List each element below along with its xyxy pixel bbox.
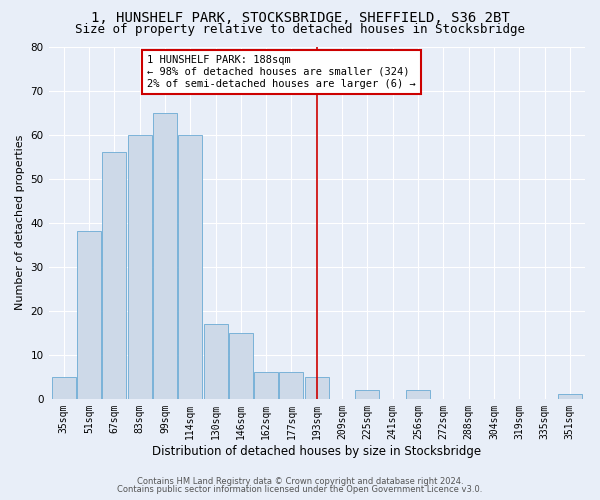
Text: Contains HM Land Registry data © Crown copyright and database right 2024.: Contains HM Land Registry data © Crown c…	[137, 477, 463, 486]
Text: Size of property relative to detached houses in Stocksbridge: Size of property relative to detached ho…	[75, 22, 525, 36]
Bar	[52, 377, 76, 399]
Bar	[229, 333, 253, 399]
Bar	[558, 394, 582, 399]
Bar	[128, 134, 152, 399]
Bar	[203, 324, 227, 399]
Text: 1, HUNSHELF PARK, STOCKSBRIDGE, SHEFFIELD, S36 2BT: 1, HUNSHELF PARK, STOCKSBRIDGE, SHEFFIEL…	[91, 11, 509, 25]
Bar	[254, 372, 278, 399]
Bar	[77, 232, 101, 399]
Bar	[280, 372, 304, 399]
X-axis label: Distribution of detached houses by size in Stocksbridge: Distribution of detached houses by size …	[152, 444, 481, 458]
Bar	[178, 134, 202, 399]
Text: Contains public sector information licensed under the Open Government Licence v3: Contains public sector information licen…	[118, 485, 482, 494]
Bar	[355, 390, 379, 399]
Y-axis label: Number of detached properties: Number of detached properties	[15, 135, 25, 310]
Bar	[305, 377, 329, 399]
Text: 1 HUNSHELF PARK: 188sqm
← 98% of detached houses are smaller (324)
2% of semi-de: 1 HUNSHELF PARK: 188sqm ← 98% of detache…	[147, 56, 416, 88]
Bar	[153, 112, 177, 399]
Bar	[103, 152, 127, 399]
Bar	[406, 390, 430, 399]
